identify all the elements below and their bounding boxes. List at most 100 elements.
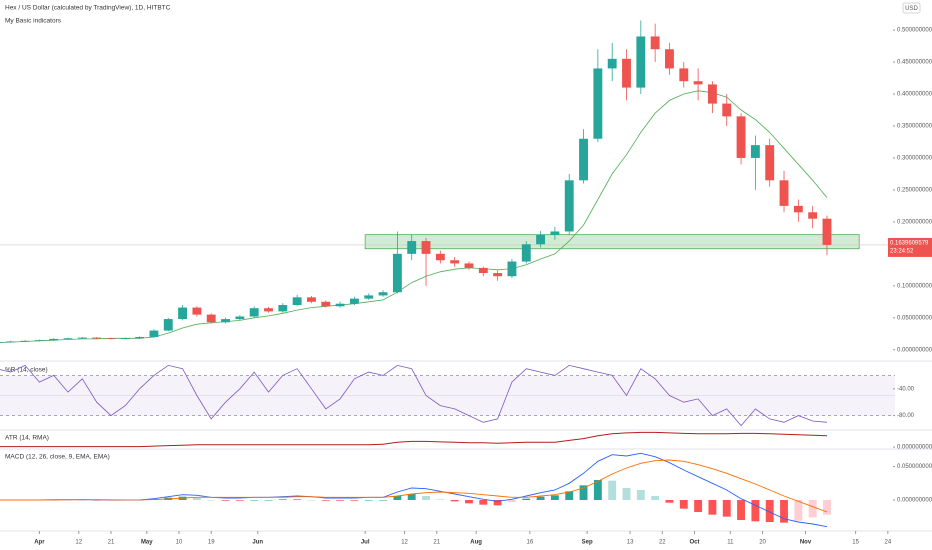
x-tick-label: 15 xyxy=(852,540,859,546)
candle-body xyxy=(450,260,460,264)
histogram-bar xyxy=(565,491,574,500)
y-tick-label: 0.4000000000 xyxy=(897,92,932,98)
candle-body xyxy=(20,340,30,342)
x-tick-label: May xyxy=(141,540,153,546)
x-tick-label: 20 xyxy=(759,540,766,546)
histogram-bar xyxy=(364,500,373,501)
histogram-bar xyxy=(293,499,302,500)
candle-body xyxy=(292,297,302,306)
histogram-bar xyxy=(407,494,416,500)
last-price-label: 0.1639609579 xyxy=(890,241,929,247)
candle-body xyxy=(822,218,832,245)
x-tick-label: 21 xyxy=(433,540,440,546)
candle-body xyxy=(120,338,130,340)
histogram-bar xyxy=(92,500,101,501)
candle-body xyxy=(736,116,746,158)
histogram-bar xyxy=(465,500,473,504)
histogram-bar xyxy=(436,499,445,500)
candle-body xyxy=(579,138,588,181)
x-tick-label: Oct xyxy=(690,540,700,546)
x-tick-label: Apr xyxy=(34,540,45,546)
y-tick-label: 0.0000000000 xyxy=(897,498,932,504)
chart-title: Hex / US Dollar (calculated by TradingVi… xyxy=(5,5,171,12)
indicator-name: My Basic indicators xyxy=(5,18,62,25)
candle-body xyxy=(550,231,560,235)
candle-body xyxy=(206,314,216,323)
histogram-bar xyxy=(751,500,760,522)
histogram-bar xyxy=(379,500,387,501)
y-tick-label: 0.3500000000 xyxy=(897,124,932,130)
candle-body xyxy=(235,316,245,320)
x-tick-label: Jul xyxy=(361,540,370,546)
histogram-bar xyxy=(651,496,660,500)
pane-title: %R (14, close) xyxy=(5,367,48,374)
candle-body xyxy=(278,305,288,312)
candle-body xyxy=(421,241,431,254)
y-tick-label: 0.4500000000 xyxy=(897,60,932,66)
y-tick-label: -80.00 xyxy=(897,413,915,419)
candle-body xyxy=(779,180,789,206)
histogram-bar xyxy=(593,480,602,500)
candle-body xyxy=(364,295,374,299)
y-tick-label: 0.5000000000 xyxy=(897,28,932,34)
candle-body xyxy=(378,292,388,296)
x-tick-label: 12 xyxy=(401,540,408,546)
candle-body xyxy=(92,337,102,339)
currency-box[interactable] xyxy=(902,2,921,14)
histogram-bar xyxy=(679,500,688,509)
candle-body xyxy=(249,308,259,317)
oscillator-line xyxy=(0,364,828,427)
histogram-bar xyxy=(608,480,617,500)
candle-body xyxy=(264,308,273,312)
y-tick-label: 0.2000000000 xyxy=(897,219,932,225)
candle-body xyxy=(493,273,503,277)
candle-body xyxy=(407,241,417,254)
histogram-bar xyxy=(708,500,717,515)
x-tick-label: 21 xyxy=(108,540,115,546)
y-tick-label: 0.1000000000 xyxy=(897,283,932,289)
candle-body xyxy=(564,180,574,232)
candle-body xyxy=(507,261,517,277)
histogram-bar xyxy=(737,500,745,520)
candle-body xyxy=(593,68,603,139)
candle-body xyxy=(335,303,345,307)
candle-body xyxy=(793,205,803,213)
currency: USD xyxy=(905,6,918,12)
candle-body xyxy=(607,58,617,69)
bar-countdown: 23:24:52 xyxy=(890,249,914,255)
x-tick-label: Nov xyxy=(800,540,812,546)
candle-body xyxy=(622,58,631,88)
candle-body xyxy=(349,298,359,304)
candle-body xyxy=(178,307,188,320)
candle-body xyxy=(163,319,173,331)
x-tick-label: 11 xyxy=(727,540,734,546)
histogram-bar xyxy=(765,500,774,522)
histogram-bar xyxy=(636,490,645,500)
candle-body xyxy=(808,212,818,219)
histogram-bar xyxy=(307,500,316,501)
candle-body xyxy=(722,103,732,117)
y-tick-label: 0.0500000000 xyxy=(897,315,932,321)
histogram-bar xyxy=(622,488,631,500)
pane-title: MACD (12, 26, close, 9, EMA, EMA) xyxy=(5,454,110,461)
histogram-bar xyxy=(235,500,244,501)
x-tick-label: 16 xyxy=(526,540,533,546)
y-tick-label: 0.0000000000 xyxy=(897,347,932,353)
candle-body xyxy=(478,267,488,274)
candle-body xyxy=(650,36,660,50)
histogram-bar xyxy=(78,499,87,501)
histogram-bar xyxy=(794,500,803,521)
x-tick-label: 13 xyxy=(627,540,634,546)
candle-body xyxy=(34,340,44,341)
candle-body xyxy=(679,68,689,82)
histogram-bar xyxy=(536,496,545,500)
pane-title: ATR (14, RMA) xyxy=(5,435,49,442)
x-tick-label: Jun xyxy=(252,540,263,546)
candle-body xyxy=(464,263,474,268)
candle-body xyxy=(135,336,145,339)
y-tick-label: -40.00 xyxy=(897,386,915,392)
histogram-bar xyxy=(207,500,216,501)
x-tick-label: Aug xyxy=(470,540,482,546)
